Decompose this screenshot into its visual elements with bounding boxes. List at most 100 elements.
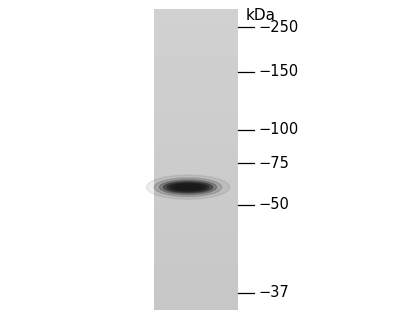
Bar [154, 128, 238, 130]
Bar [154, 304, 238, 306]
Bar [154, 198, 238, 201]
Ellipse shape [163, 181, 213, 193]
Bar [154, 248, 238, 250]
Bar [154, 275, 238, 277]
Bar [154, 60, 238, 62]
Ellipse shape [146, 175, 230, 199]
Bar [154, 256, 238, 258]
Bar [154, 35, 238, 37]
Bar [154, 182, 238, 184]
Bar [154, 87, 238, 89]
Bar [154, 71, 238, 73]
Bar [154, 235, 238, 237]
Bar [154, 272, 238, 274]
Bar [154, 174, 238, 177]
Bar [154, 257, 238, 259]
Bar [154, 76, 238, 79]
Bar [154, 233, 238, 235]
Ellipse shape [171, 184, 205, 191]
Bar [154, 28, 238, 31]
Bar [154, 90, 238, 92]
Bar [154, 194, 238, 196]
Bar [154, 27, 238, 29]
Bar [154, 56, 238, 58]
Bar [154, 265, 238, 267]
Bar [154, 41, 238, 43]
Bar [154, 143, 238, 145]
Ellipse shape [154, 178, 222, 196]
Bar [154, 263, 238, 265]
Bar [154, 69, 238, 71]
Bar [154, 63, 238, 65]
Bar [154, 150, 238, 153]
Bar [154, 286, 238, 288]
Bar [154, 20, 238, 22]
Bar [154, 42, 238, 44]
Bar [154, 188, 238, 190]
Bar [154, 296, 238, 298]
Bar [154, 162, 238, 164]
Bar [154, 22, 238, 25]
Bar [154, 308, 238, 310]
Bar [154, 191, 238, 193]
Bar [154, 105, 238, 108]
Bar [154, 108, 238, 110]
Bar [154, 167, 238, 169]
Bar [154, 12, 238, 14]
Bar [154, 54, 238, 56]
Bar [154, 211, 238, 212]
Bar [154, 83, 238, 85]
Bar [154, 138, 238, 140]
Bar [154, 74, 238, 76]
Bar [154, 101, 238, 103]
Bar [154, 144, 238, 147]
Bar [154, 266, 238, 268]
Bar [154, 21, 238, 23]
Bar [154, 236, 238, 238]
Bar [154, 78, 238, 80]
Bar [154, 50, 238, 52]
Bar [154, 293, 238, 295]
Bar [154, 68, 238, 70]
Bar [154, 247, 238, 249]
Bar [154, 158, 238, 160]
Bar [154, 104, 238, 106]
Bar [154, 57, 238, 59]
Ellipse shape [175, 185, 201, 190]
Bar [154, 218, 238, 220]
Bar [154, 237, 238, 240]
Text: −150: −150 [258, 65, 298, 79]
Bar [154, 228, 238, 231]
Bar [154, 222, 238, 225]
Bar [154, 125, 238, 127]
Bar [154, 129, 238, 132]
Bar [154, 271, 238, 273]
Bar [154, 31, 238, 34]
Bar [154, 9, 238, 11]
Bar [154, 254, 238, 256]
Bar [154, 189, 238, 192]
Bar [154, 207, 238, 210]
Bar [154, 251, 238, 253]
Bar [154, 15, 238, 17]
Bar [154, 59, 238, 61]
Bar [154, 269, 238, 271]
Bar [154, 24, 238, 26]
Bar [154, 212, 238, 214]
Bar [154, 278, 238, 280]
Bar [154, 155, 238, 157]
Bar [154, 268, 238, 270]
Bar [154, 102, 238, 104]
Bar [154, 16, 238, 19]
Bar [154, 298, 238, 300]
Bar [154, 262, 238, 264]
Bar [154, 140, 238, 142]
Bar [154, 179, 238, 181]
Bar [154, 206, 238, 208]
Bar [154, 173, 238, 175]
Bar [154, 203, 238, 205]
Bar [154, 164, 238, 166]
Bar [154, 252, 238, 255]
Bar [154, 192, 238, 195]
Bar [154, 176, 238, 178]
